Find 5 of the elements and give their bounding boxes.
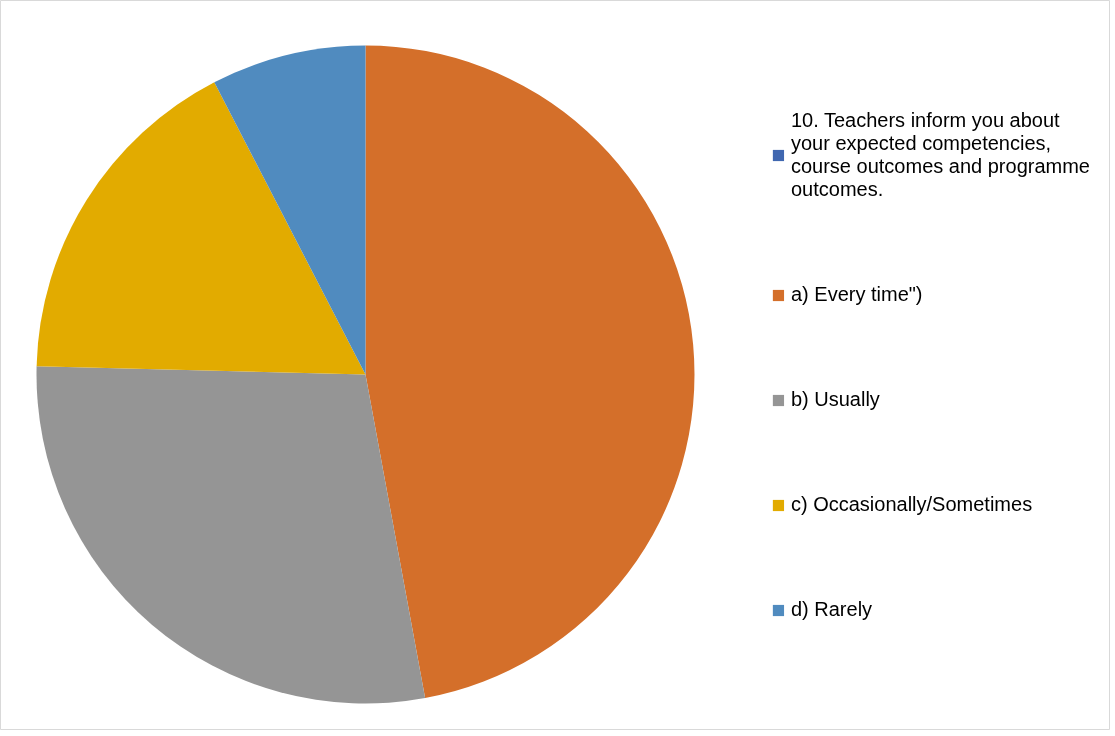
legend-label: a) Every time") xyxy=(790,283,923,306)
legend-label: c) Occasionally/Sometimes xyxy=(790,493,1033,516)
legend-label: d) Rarely xyxy=(790,598,873,621)
legend-label: 10. Teachers inform you about your expected competencies, course outcomes and programme outcomes. xyxy=(790,109,1090,201)
legend-label: b) Usually xyxy=(790,388,880,411)
